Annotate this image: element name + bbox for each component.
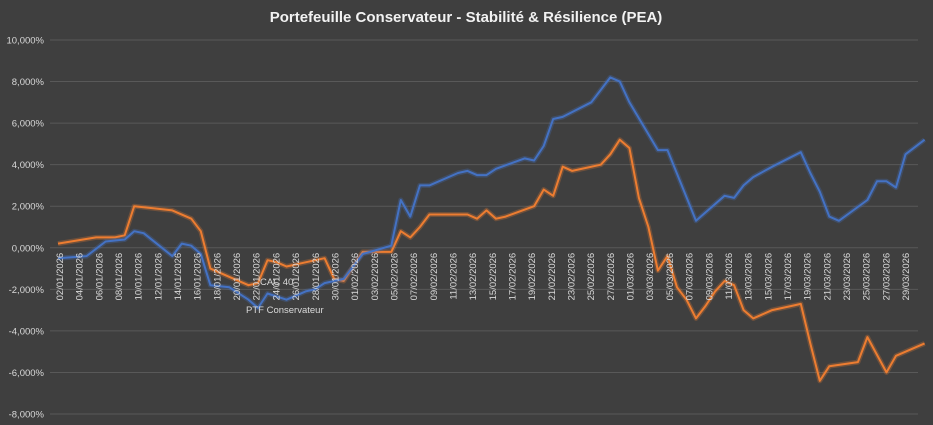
legend-label-cac40: CAC 40 (260, 277, 293, 288)
x-tick-label: 19/03/2026 (803, 253, 814, 301)
x-tick-label: 19/02/2026 (527, 253, 538, 301)
x-tick-label: 05/03/2026 (665, 253, 676, 301)
series-lines (57, 74, 927, 384)
x-tick-label: 20/01/2026 (232, 253, 243, 301)
x-tick-label: 12/01/2026 (153, 253, 164, 301)
x-tick-label: 02/01/2026 (55, 253, 66, 301)
gridlines (50, 39, 918, 415)
y-tick-label: 4,000% (12, 160, 45, 171)
x-tick-label: 11/02/2026 (449, 253, 460, 300)
y-tick-label: 6,000% (12, 119, 45, 130)
x-tick-label: 23/02/2026 (567, 253, 578, 301)
series-line-ptf-conservateur (57, 76, 926, 309)
x-tick-label: 09/02/2026 (429, 253, 440, 301)
chart-title: Portefeuille Conservateur - Stabilité & … (270, 9, 663, 26)
y-tick-label: 0,000% (12, 243, 45, 254)
x-tick-label: 04/01/2026 (75, 253, 86, 301)
x-tick-label: 15/02/2026 (488, 253, 499, 301)
y-tick-label: 8,000% (12, 77, 45, 88)
y-tick-label: -8,000% (9, 410, 45, 421)
x-tick-label: 01/02/2026 (350, 253, 361, 301)
x-tick-label: 13/03/2026 (744, 253, 755, 301)
x-tick-label: 11/03/2026 (724, 253, 735, 300)
x-tick-label: 10/01/2026 (134, 253, 145, 301)
x-tick-label: 16/01/2026 (193, 253, 204, 301)
x-tick-label: 13/02/2026 (468, 253, 479, 301)
x-tick-label: 01/03/2026 (626, 253, 637, 301)
x-tick-label: 15/03/2026 (763, 253, 774, 301)
x-tick-label: 29/03/2026 (901, 253, 912, 301)
x-tick-label: 07/03/2026 (685, 253, 696, 301)
x-tick-label: 21/02/2026 (547, 253, 558, 301)
y-axis-ticks: -8,000% -6,000% -4,000% -2,000% 0,000% 2,000%… (6, 36, 44, 421)
series-line-cac-40 (57, 138, 925, 382)
x-tick-label: 07/02/2026 (409, 253, 420, 301)
x-tick-label: 17/02/2026 (508, 253, 519, 301)
y-tick-label: -6,000% (9, 368, 45, 379)
x-tick-label: 05/02/2026 (390, 253, 401, 301)
x-tick-label: 09/03/2026 (704, 253, 715, 301)
x-tick-label: 24/01/2026 (271, 253, 282, 301)
x-tick-label: 17/03/2026 (783, 253, 794, 301)
x-tick-label: 08/01/2026 (114, 253, 125, 301)
x-tick-label: 25/02/2026 (586, 253, 597, 301)
x-tick-label: 25/03/2026 (862, 253, 873, 301)
x-tick-label: 06/01/2026 (94, 253, 105, 301)
x-tick-label: 23/03/2026 (842, 253, 853, 301)
y-tick-label: -4,000% (9, 326, 45, 337)
x-tick-label: 26/01/2026 (291, 253, 302, 301)
x-axis-ticks: 02/01/2026 04/01/2026 06/01/2026 08/01/2026… (55, 253, 912, 301)
y-tick-label: 2,000% (12, 202, 45, 213)
x-tick-label: 03/03/2026 (645, 253, 656, 301)
x-tick-label: 21/03/2026 (822, 253, 833, 301)
legend-label-ptf-conservateur: PTF Conservateur (246, 305, 324, 316)
x-tick-label: 27/03/2026 (881, 253, 892, 301)
legend: CAC 40 PTF Conservateur (246, 277, 324, 316)
x-tick-label: 14/01/2026 (173, 253, 184, 301)
x-tick-label: 27/02/2026 (606, 253, 617, 301)
y-tick-label: 10,000% (6, 36, 44, 47)
x-tick-label: 22/01/2026 (252, 253, 263, 301)
x-tick-label: 03/02/2026 (370, 253, 381, 301)
x-tick-label: 18/01/2026 (212, 253, 223, 301)
x-tick-label: 30/01/2026 (330, 253, 341, 301)
y-tick-label: -2,000% (9, 285, 45, 296)
x-tick-label: 28/01/2026 (311, 253, 322, 301)
